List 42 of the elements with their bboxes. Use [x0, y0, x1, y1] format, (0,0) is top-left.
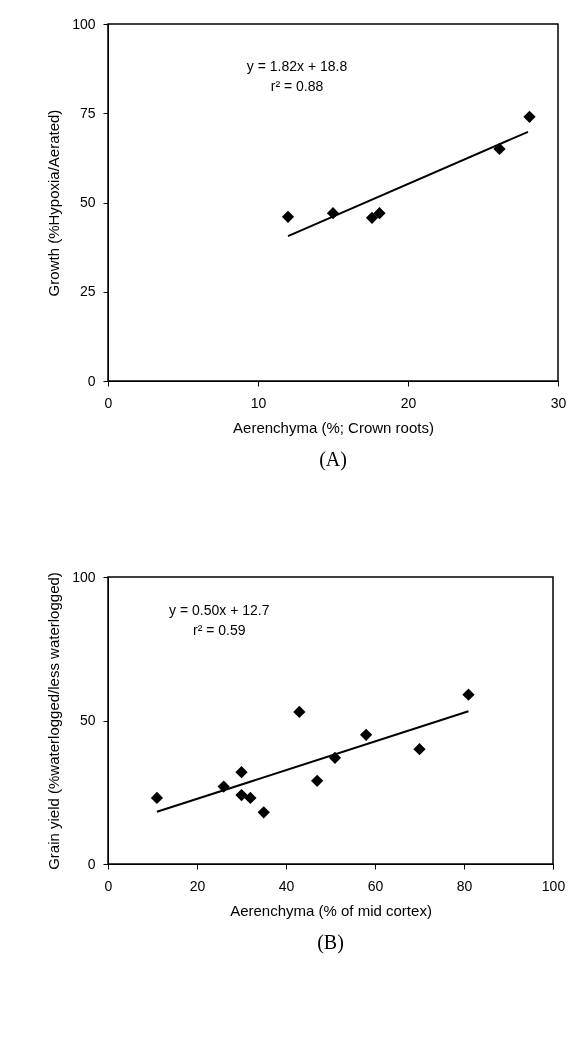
point	[235, 789, 248, 802]
point	[281, 210, 295, 223]
y-tick-label: 100	[72, 568, 96, 585]
x-tick-label: 40	[278, 877, 295, 894]
x-tick-label: 0	[104, 877, 113, 894]
x-tick-label: 80	[456, 877, 473, 894]
point	[359, 728, 373, 741]
point	[244, 791, 257, 805]
point	[311, 774, 324, 787]
text: (A)	[319, 448, 347, 471]
point	[373, 207, 386, 220]
y-axis-title: Growth (%Hypoxia/Aerated)	[45, 109, 63, 297]
y-tick-label: 75	[79, 104, 96, 121]
y-tick-label: 100	[72, 15, 96, 32]
point	[235, 766, 248, 779]
x-axis-title: Aerenchyma (%; Crown roots)	[233, 418, 434, 436]
annotation: r² = 0.59	[192, 622, 246, 639]
x-tick-label: 10	[250, 394, 267, 411]
x-axis-title: Aerenchyma (% of mid cortex)	[230, 901, 432, 919]
x-tick-label: 100	[541, 877, 566, 894]
x-tick-label: 20	[189, 877, 206, 894]
y-tick-label: 0	[87, 855, 96, 872]
y-axis-title: Grain yield (%waterlogged/less waterlogged)	[45, 572, 63, 870]
text: (B)	[317, 931, 344, 954]
point	[462, 688, 475, 701]
y-tick-label: 50	[79, 194, 96, 210]
y-tick-label: 0	[87, 372, 96, 389]
x-tick-label: 60	[367, 877, 384, 894]
point	[523, 110, 536, 123]
x-tick-label: 20	[400, 394, 417, 411]
point	[413, 743, 426, 756]
annotation: y = 0.50x + 12.7	[169, 602, 270, 619]
x-tick-label: 0	[104, 394, 113, 411]
point	[365, 211, 379, 224]
annotation: r² = 0.88	[270, 77, 324, 94]
point	[150, 791, 164, 805]
annotation: y = 1.82x + 18.8	[246, 57, 348, 74]
y-tick-label: 25	[79, 283, 96, 300]
point	[293, 705, 306, 719]
y-tick-label: 50	[79, 712, 96, 728]
x-tick-label: 30	[550, 394, 567, 411]
point	[257, 806, 270, 819]
